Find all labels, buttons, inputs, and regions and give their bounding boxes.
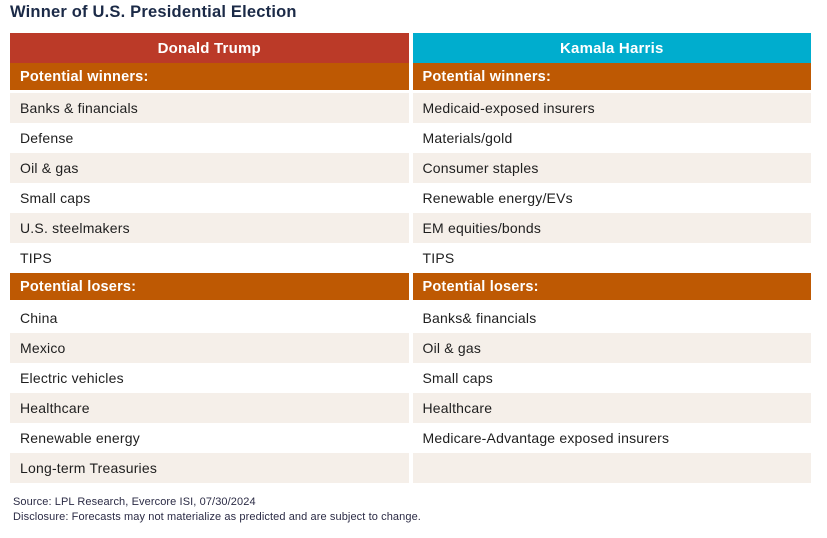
table-row: China [10, 303, 409, 333]
table-row: Mexico [10, 333, 409, 363]
table-row: Small caps [10, 183, 409, 213]
table-row [412, 453, 811, 483]
trump-column-header: Donald Trump [10, 33, 409, 63]
table-row: Healthcare [412, 393, 811, 423]
trump-winners-header: Potential winners: [10, 63, 409, 93]
election-table: Donald Trump Potential winners: Banks & … [10, 33, 811, 483]
table-row: Medicare-Advantage exposed insurers [412, 423, 811, 453]
table-row: Defense [10, 123, 409, 153]
table-row: EM equities/bonds [412, 213, 811, 243]
harris-losers-header: Potential losers: [412, 273, 811, 303]
table-row: Long-term Treasuries [10, 453, 409, 483]
table-row: Healthcare [10, 393, 409, 423]
table-row: Medicaid-exposed insurers [412, 93, 811, 123]
figure-footer: Source: LPL Research, Evercore ISI, 07/3… [13, 495, 421, 525]
table-row: Small caps [412, 363, 811, 393]
table-row: Consumer staples [412, 153, 811, 183]
footer-disclosure: Disclosure: Forecasts may not materializ… [13, 511, 421, 523]
table-row: TIPS [10, 243, 409, 273]
table-row: Banks & financials [10, 93, 409, 123]
figure-title: Winner of U.S. Presidential Election [10, 3, 297, 21]
harris-column: Kamala Harris Potential winners: Medicai… [412, 33, 811, 483]
table-row: Materials/gold [412, 123, 811, 153]
table-row: TIPS [412, 243, 811, 273]
harris-winners-header: Potential winners: [412, 63, 811, 93]
footer-source: Source: LPL Research, Evercore ISI, 07/3… [13, 496, 256, 508]
table-row: Banks& financials [412, 303, 811, 333]
table-row: U.S. steelmakers [10, 213, 409, 243]
table-row: Renewable energy/EVs [412, 183, 811, 213]
table-row: Oil & gas [10, 153, 409, 183]
trump-losers-header: Potential losers: [10, 273, 409, 303]
harris-column-header: Kamala Harris [412, 33, 811, 63]
table-row: Electric vehicles [10, 363, 409, 393]
table-row: Oil & gas [412, 333, 811, 363]
trump-column: Donald Trump Potential winners: Banks & … [10, 33, 409, 483]
table-row: Renewable energy [10, 423, 409, 453]
